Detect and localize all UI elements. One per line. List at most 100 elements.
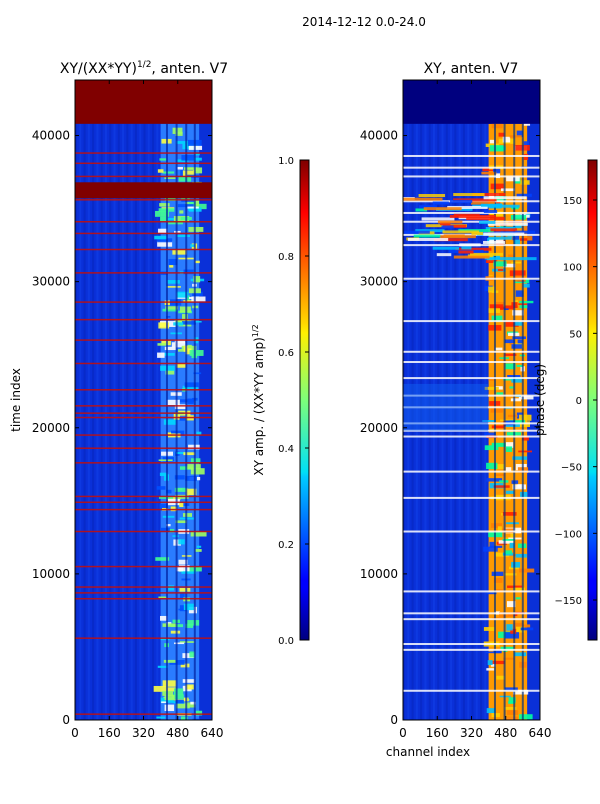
band-blotch — [517, 484, 524, 488]
band-blotch — [496, 301, 506, 307]
band-blotch — [507, 710, 519, 715]
band-blotch — [196, 431, 202, 436]
left-colorbar-ticks: 0.0 0.2 0.4 0.6 0.8 1.0 — [278, 156, 309, 647]
band-blotch — [496, 675, 505, 680]
band-gap — [521, 123, 524, 720]
band-blotch — [509, 420, 526, 424]
band-blotch — [523, 121, 531, 126]
flagged-row — [75, 592, 212, 594]
phase-stripe — [489, 230, 536, 234]
flagged-row — [403, 361, 540, 364]
band-blotch — [165, 369, 175, 375]
band-blotch — [158, 596, 168, 599]
channel-stripe — [109, 123, 112, 720]
phase-stripe — [434, 238, 468, 242]
band-blotch — [179, 210, 184, 214]
band-blotch — [504, 339, 515, 344]
band-blotch — [164, 695, 175, 701]
band-blotch — [157, 228, 168, 234]
colorbar-tick-label: 50 — [569, 329, 582, 340]
band-blotch — [155, 557, 170, 561]
band-blotch — [493, 577, 503, 583]
band-blotch — [504, 353, 517, 356]
phase-stripe — [441, 225, 454, 229]
flagged-row — [403, 154, 540, 157]
band-blotch — [504, 687, 518, 692]
x-tick-label: 0 — [71, 726, 79, 740]
phase-stripe — [449, 199, 473, 203]
band-blotch — [195, 320, 202, 323]
flagged-row — [75, 416, 212, 419]
phase-stripe — [415, 208, 428, 212]
band-blotch — [192, 291, 203, 297]
band-blotch — [159, 472, 168, 477]
flagged-row — [403, 612, 540, 615]
band-blotch — [495, 347, 503, 351]
band-blotch — [182, 513, 193, 517]
flagged-row — [75, 162, 212, 165]
band-blotch — [183, 452, 196, 456]
band-blotch — [169, 264, 174, 268]
band-blotch — [156, 486, 166, 490]
band-blotch — [175, 520, 187, 524]
band-blotch — [509, 542, 515, 549]
flagged-row — [75, 389, 212, 391]
band-blotch — [178, 608, 184, 611]
band-blotch — [504, 573, 517, 576]
band-blotch — [511, 261, 522, 264]
band-blotch — [514, 321, 523, 326]
band-blotch — [181, 716, 188, 720]
band-blotch — [193, 276, 201, 283]
band-blotch — [185, 623, 193, 628]
x-tick-label: 320 — [460, 726, 483, 740]
band-blotch — [498, 540, 514, 544]
colorbar-tick-label: 0.2 — [278, 540, 294, 551]
band-blotch — [182, 170, 195, 177]
band-blotch — [506, 716, 518, 720]
band-blotch — [174, 339, 186, 344]
band-blotch — [502, 512, 517, 516]
band-blotch — [508, 254, 514, 258]
band-blotch — [159, 503, 168, 510]
band-blotch — [518, 414, 532, 421]
band-blotch — [491, 442, 506, 447]
band-blotch — [505, 446, 513, 452]
phase-stripe — [404, 230, 430, 234]
band-blotch — [166, 524, 171, 527]
band-blotch — [176, 363, 187, 368]
band-blotch — [505, 632, 520, 639]
band-blotch — [189, 350, 204, 356]
band-blotch — [162, 623, 177, 627]
band-blotch — [500, 419, 514, 422]
band-blotch — [520, 180, 530, 185]
colorbar-tick-label: 1.0 — [278, 156, 294, 167]
band-blotch — [495, 464, 505, 470]
y-tick-label: 10000 — [360, 567, 398, 581]
band-blotch — [498, 612, 514, 617]
phase-stripe — [466, 217, 505, 221]
channel-stripe — [139, 123, 142, 720]
phase-stripe — [488, 236, 512, 240]
flagged-row — [75, 412, 212, 414]
flagged-row — [403, 211, 540, 214]
band-gap — [185, 123, 188, 720]
band-blotch — [522, 436, 529, 441]
band-blotch — [486, 592, 497, 595]
band-blotch — [187, 620, 200, 626]
band-blotch — [512, 456, 528, 460]
band-blotch — [166, 496, 181, 500]
band-blotch — [177, 166, 183, 170]
phase-stripe — [479, 220, 496, 224]
band-blotch — [485, 651, 502, 654]
band-blotch — [176, 291, 189, 298]
band-blotch — [515, 597, 521, 600]
channel-stripe — [143, 123, 146, 720]
band-blotch — [489, 145, 504, 152]
phase-stripe — [472, 193, 506, 197]
band-blotch — [490, 183, 504, 190]
band-blotch — [195, 710, 203, 716]
band-blotch — [512, 310, 524, 316]
phase-stripe — [483, 210, 498, 214]
channel-stripe — [96, 123, 99, 720]
phase-stripe — [459, 243, 481, 247]
